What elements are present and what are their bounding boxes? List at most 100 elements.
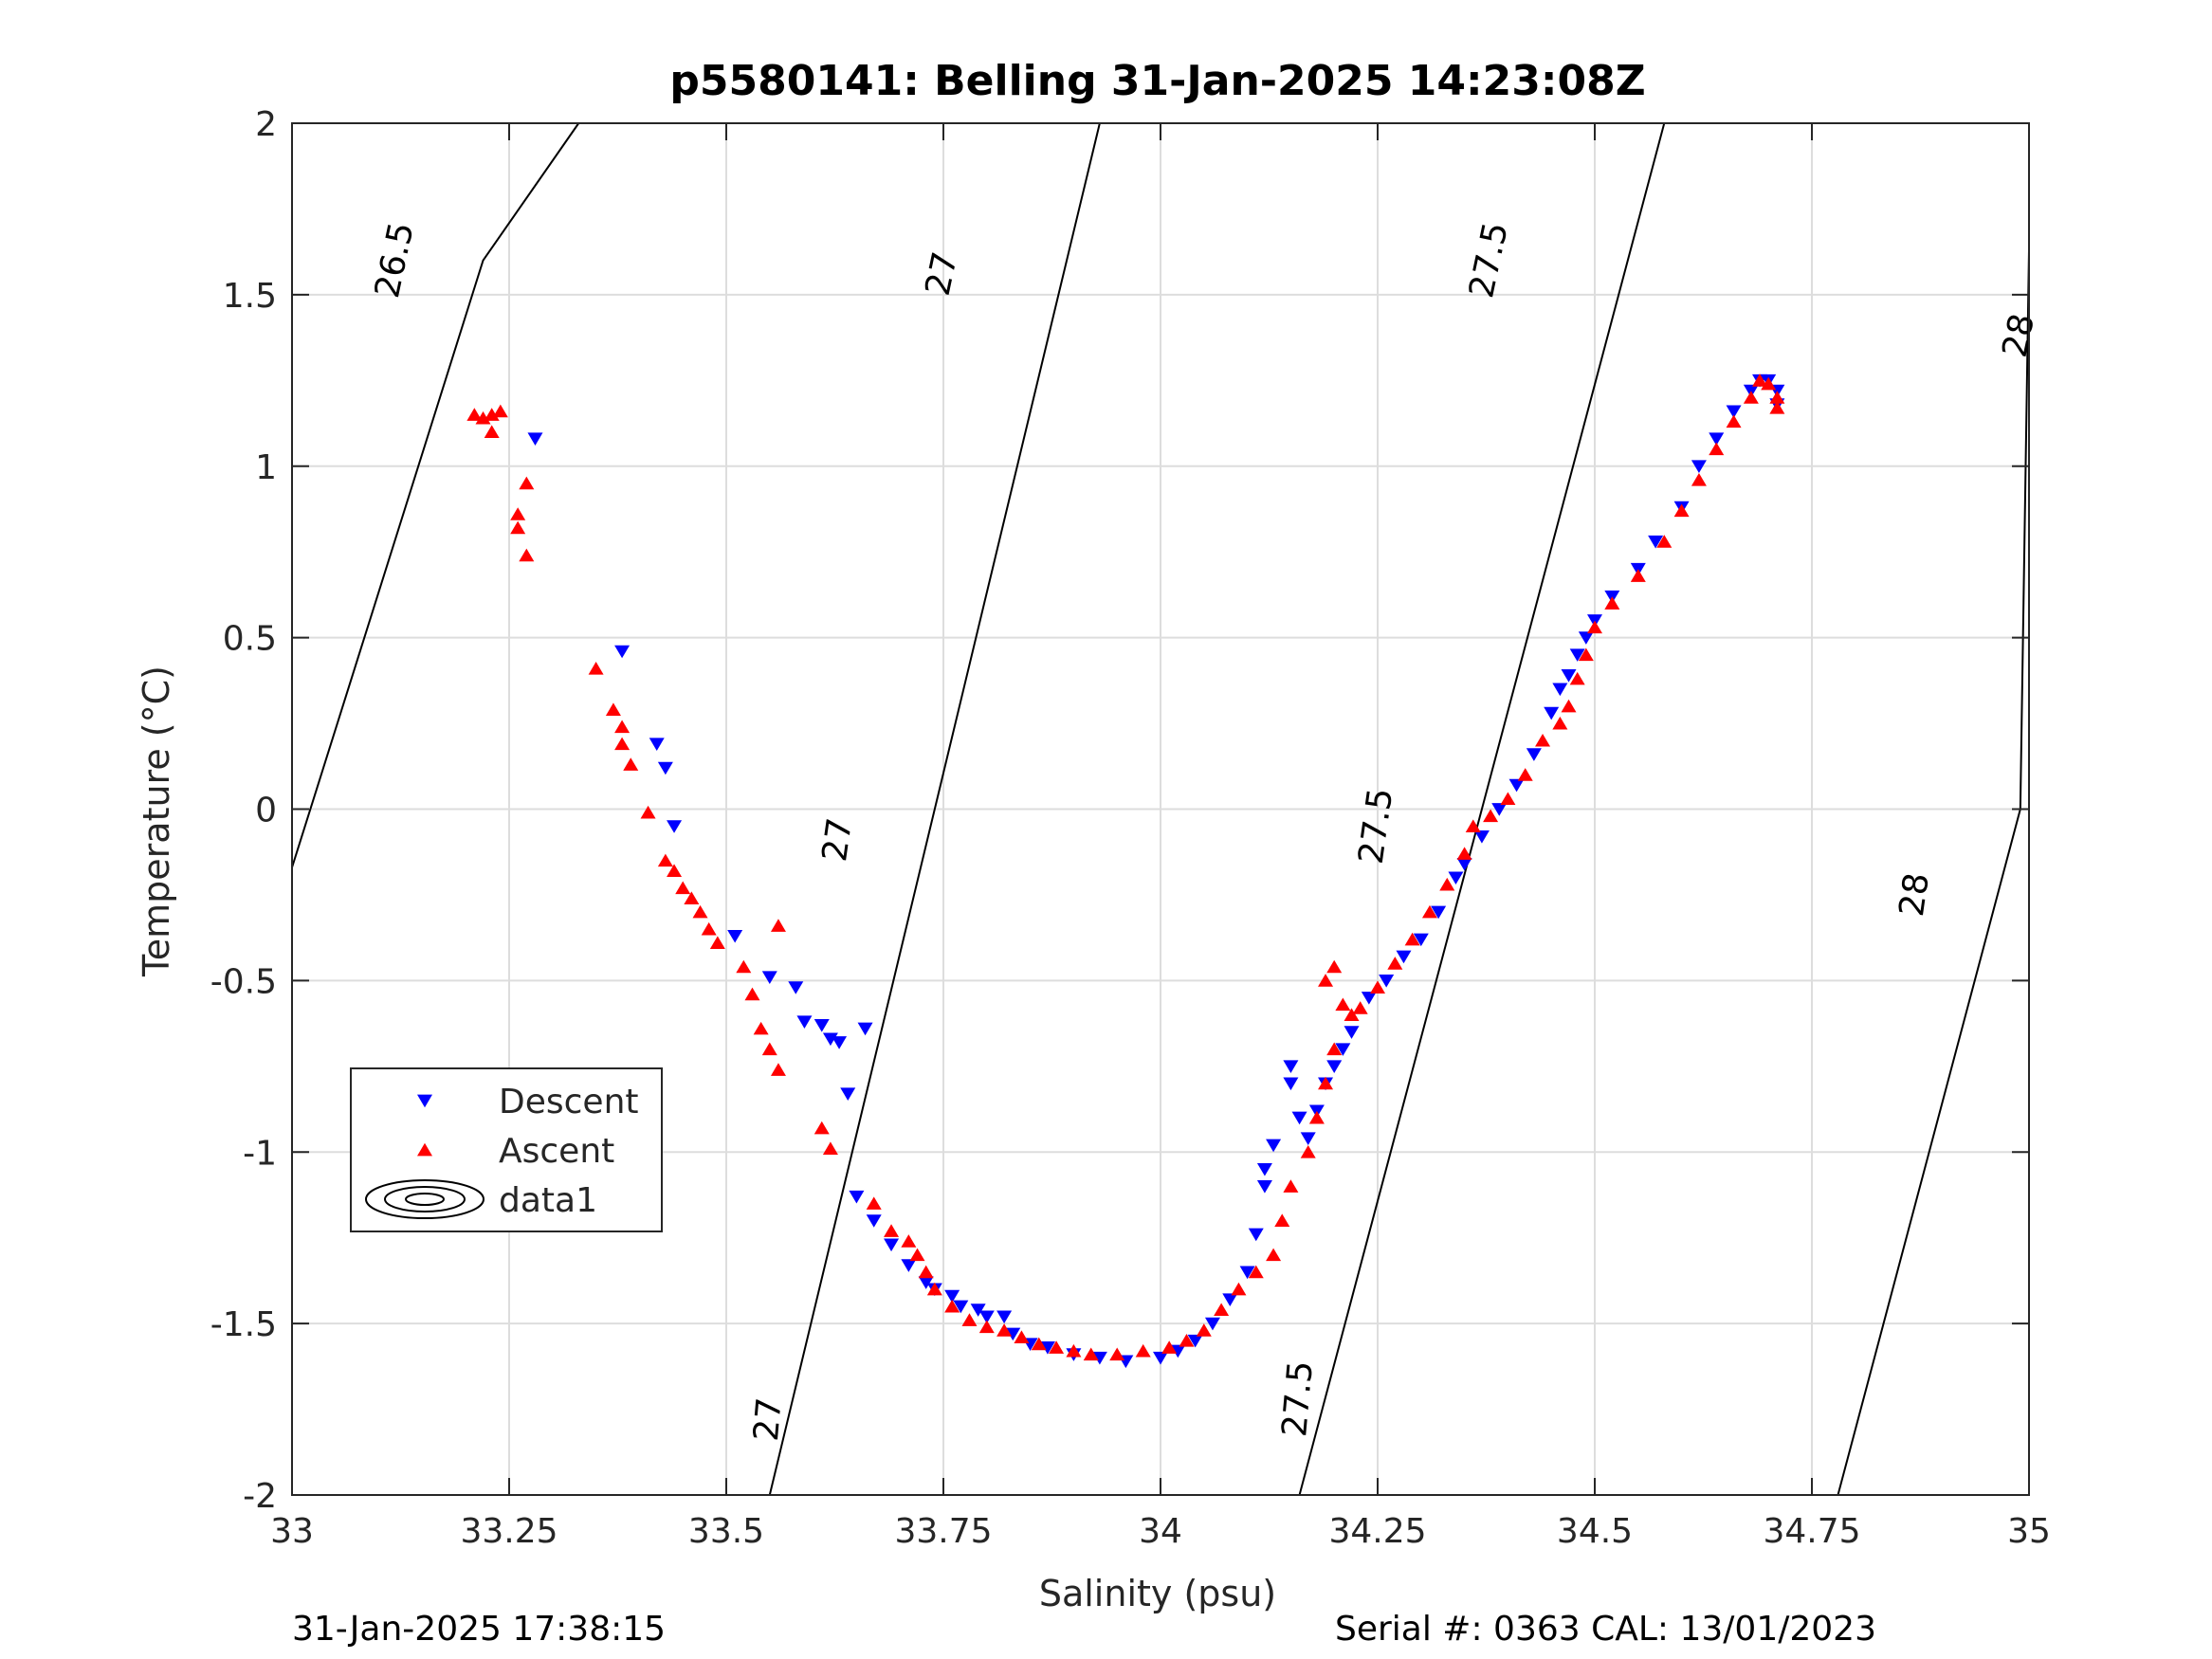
density-contour-labels: 26.5 27 27 27 27.5 27.5 27.5 28 28: [368, 219, 2042, 1443]
contour-label: 27: [919, 248, 966, 299]
ascent-marker: [1083, 1347, 1099, 1361]
descent-marker: [1448, 871, 1464, 885]
density-contour-line: [768, 122, 1101, 1496]
ascent-marker: [510, 520, 526, 535]
y-tick-label: 1.5: [223, 277, 277, 316]
ascent-marker: [1014, 1330, 1030, 1343]
legend-label: data1: [499, 1181, 597, 1220]
descent-marker: [1561, 669, 1577, 683]
ascent-marker: [475, 410, 491, 425]
ascent-marker: [1326, 1042, 1343, 1056]
descent-marker: [840, 1087, 856, 1101]
ascent-marker: [1691, 473, 1707, 486]
descent-marker: [1709, 432, 1725, 447]
descent-marker: [978, 1310, 995, 1324]
ascent-marker: [1066, 1343, 1082, 1358]
descent-marker: [614, 645, 631, 659]
ascent-marker: [822, 1141, 838, 1156]
x-tick-label: 33.25: [460, 1512, 558, 1551]
y-tick-label: -1.5: [210, 1305, 277, 1344]
descent-marker: [1456, 857, 1472, 871]
chart-title: p5580141: Belling 31-Jan-2025 14:23:08Z: [669, 57, 1645, 105]
descent-marker: [1170, 1344, 1186, 1358]
ascent-marker: [492, 404, 508, 418]
descent-marker: [1379, 974, 1395, 988]
ascent-marker: [909, 1248, 925, 1262]
descent-marker: [1256, 1162, 1272, 1176]
descent-marker: [1153, 1351, 1168, 1365]
ascent-marker: [770, 1063, 786, 1076]
descent-marker: [944, 1289, 960, 1304]
legend-box: [350, 1067, 663, 1232]
ascent-marker: [1483, 809, 1499, 823]
contour-label: 27.5: [1462, 219, 1516, 301]
footer-timestamp: 31-Jan-2025 17:38:15: [292, 1610, 667, 1649]
descent-marker: [857, 1022, 873, 1036]
ascent-marker: [753, 1021, 769, 1035]
ascent-marker: [588, 661, 604, 675]
descent-marker: [1291, 1111, 1307, 1125]
ascent-marker: [1326, 959, 1343, 974]
ascent-marker: [657, 853, 673, 867]
descent-marker: [1344, 1026, 1360, 1039]
ascent-marker: [701, 921, 717, 936]
ascent-marker: [667, 864, 683, 878]
ascent-marker: [1630, 569, 1646, 582]
legend: Descent Ascent data1: [350, 1067, 663, 1232]
ascent-marker: [519, 476, 535, 490]
x-tick-label: 34.75: [1763, 1512, 1860, 1551]
ascent-marker: [744, 987, 760, 1001]
ascent-marker: [692, 904, 708, 919]
legend-contour-icon: [405, 1193, 445, 1206]
ascent-marker: [1248, 1265, 1264, 1279]
y-axis-label: Temperature (°C): [136, 665, 177, 977]
descent-marker: [1326, 1060, 1343, 1074]
data-markers: [466, 374, 1785, 1369]
y-tick-label: -0.5: [210, 962, 277, 1001]
ascent-marker: [675, 881, 691, 895]
contour-label: 26.5: [368, 219, 422, 301]
y-tick-label: 0.5: [223, 620, 277, 659]
density-contour-line: [291, 122, 580, 868]
x-tick-label: 33.5: [688, 1512, 764, 1551]
ascent-marker: [1752, 374, 1768, 387]
ascent-marker: [1109, 1347, 1125, 1361]
descent-marker: [1691, 460, 1707, 473]
descent-marker: [1005, 1327, 1021, 1341]
ascent-marker: [1604, 596, 1620, 610]
descent-marker: [1361, 992, 1377, 1005]
descent-marker: [1091, 1351, 1107, 1365]
legend-label: Ascent: [499, 1132, 614, 1171]
ascent-marker: [996, 1323, 1013, 1337]
descent-marker: [1204, 1317, 1220, 1331]
ascent-marker: [1439, 877, 1455, 891]
descent-marker: [1491, 803, 1508, 816]
ascent-marker: [640, 805, 656, 819]
descent-marker: [1569, 648, 1585, 662]
ascent-marker: [1196, 1323, 1212, 1337]
ascent-marker: [1031, 1337, 1047, 1351]
ascent-marker: [1535, 733, 1551, 747]
ascent-marker: [684, 891, 700, 904]
ascent-marker: [1300, 1145, 1316, 1158]
ascent-marker: [1517, 768, 1533, 781]
ascent-marker: [1709, 442, 1725, 456]
ascent-marker: [1421, 904, 1437, 919]
ascent-marker: [1335, 997, 1351, 1012]
descent-marker: [796, 1015, 813, 1029]
descent-marker: [727, 929, 743, 943]
ascent-marker: [1283, 1179, 1299, 1193]
descent-marker: [1187, 1334, 1203, 1348]
contour-label: 28: [1996, 310, 2043, 360]
axis-ticks: 33 33.25 33.5 33.75 34 34.25 34.5 34.75 35 -2 -1.5…: [210, 105, 2051, 1551]
ascent-marker: [510, 507, 526, 520]
descent-marker: [1431, 905, 1447, 920]
ascent-marker: [1179, 1334, 1195, 1347]
descent-marker: [1396, 950, 1412, 964]
descent-marker: [1335, 1043, 1351, 1056]
descent-marker: [667, 820, 683, 833]
descent-marker: [866, 1214, 882, 1228]
descent-marker: [1239, 1266, 1255, 1280]
descent-marker: [849, 1190, 865, 1204]
ascent-marker: [1308, 1110, 1325, 1124]
